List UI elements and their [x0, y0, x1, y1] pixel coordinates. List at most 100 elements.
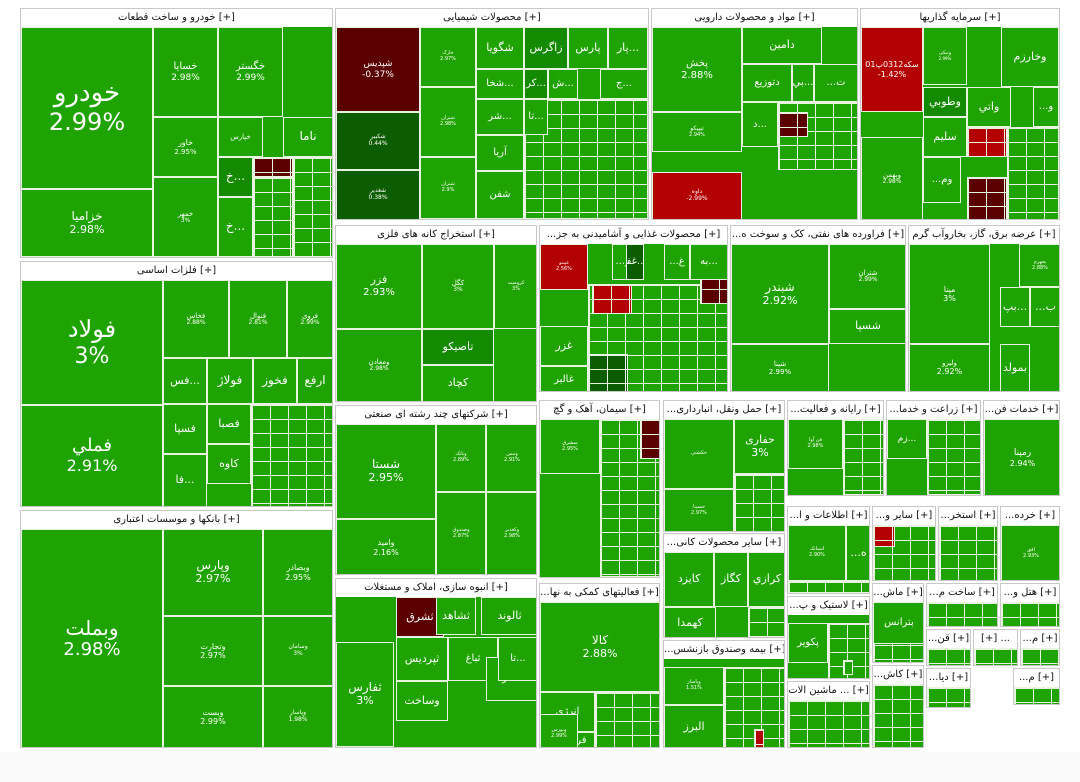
sector-5[interactable]: سرمایه گذاریها [+] سکه0312پ01 -1.42% وطوبي و… — [860, 8, 1060, 220]
sector-title[interactable]: ...دیا [+] — [927, 669, 970, 688]
stock-tile[interactable]: فولاژ — [207, 358, 253, 404]
sector-title[interactable]: محصولات شیمیایی [+] — [336, 9, 648, 28]
stock-tile[interactable]: تاصيكو — [422, 329, 494, 365]
stock-tile[interactable]: کچاد — [422, 365, 494, 401]
stock-tile[interactable] — [927, 687, 970, 707]
sector-7[interactable]: ...محصولات غذایی و آشامیدنی به جز [+] غپی… — [539, 225, 728, 392]
stock-tile[interactable]: وپارس 2.97% — [163, 529, 263, 616]
stock-tile[interactable]: کاوه — [207, 444, 251, 484]
stock-tile[interactable]: تا... — [498, 637, 536, 681]
stock-tile[interactable]: بجهرم 2.88% — [1019, 244, 1059, 287]
stock-tile[interactable] — [873, 525, 935, 580]
stock-tile[interactable]: حسینا 2.97% — [664, 489, 734, 531]
stock-tile[interactable] — [927, 648, 970, 665]
stock-tile[interactable]: كگاز — [714, 552, 748, 607]
stock-tile[interactable]: وامید 2.16% — [336, 519, 436, 574]
sector-17[interactable]: ...فعالیتهای کمکی به نها [+] کالا 2.88% انر… — [539, 583, 660, 748]
stock-tile[interactable]: شغدیر 0.38% — [336, 170, 420, 219]
stock-tile[interactable]: بترانس — [873, 602, 923, 644]
stock-tile[interactable]: شبندر 2.92% — [731, 244, 829, 344]
sector-title[interactable]: ...فراورده های نفتی، کک و سوخت ه [+] — [731, 226, 905, 245]
sector-title[interactable]: ماشین الات ... [+] — [788, 682, 869, 701]
sector-title[interactable]: عرضه برق، گاز، بخاروآب گرم [+] — [909, 226, 1059, 245]
sector-24[interactable]: ...لاستیک و پ [+] پکوير — [787, 596, 870, 679]
sector-title[interactable]: سرمایه گذاریها [+] — [861, 9, 1059, 28]
stock-tile[interactable]: غزر — [540, 326, 588, 366]
stock-tile[interactable]: مپنا 3% — [909, 244, 990, 344]
stock-tile[interactable]: غپینو 2.56% — [540, 244, 588, 290]
stock-tile[interactable]: ...و — [1033, 87, 1059, 127]
stock-tile[interactable]: بي... — [792, 64, 814, 102]
stock-tile[interactable]: خودرو 2.99% — [21, 27, 153, 189]
stock-tile[interactable]: شپنا 2.99% — [731, 344, 829, 391]
stock-tile[interactable]: وتجارت 2.97% — [163, 616, 263, 686]
sector-11[interactable]: سیمان، آهک و گچ [+] سشرق 2.95% — [539, 400, 660, 578]
stock-tile[interactable]: بمولد — [1000, 344, 1030, 391]
stock-tile[interactable]: فخوز — [253, 358, 297, 404]
stock-tile[interactable] — [251, 404, 332, 506]
sector-title[interactable]: ...قن [+] — [927, 630, 970, 649]
sector-title[interactable]: ...فعالیتهای کمکی به نها [+] — [540, 584, 659, 603]
stock-tile[interactable] — [1001, 602, 1059, 626]
stock-tile[interactable]: فروی 2.99% — [287, 280, 332, 358]
sector-18[interactable]: ...سایر محصولات کانی [+] کايزد كگاز کرازي که… — [663, 533, 785, 638]
stock-tile[interactable] — [788, 581, 869, 593]
stock-tile[interactable]: وبانک 2.89% — [436, 424, 486, 492]
stock-tile[interactable]: خپارس — [218, 117, 263, 157]
stock-tile[interactable]: سکه0312پ01 -1.42% — [861, 27, 923, 112]
sector-13[interactable]: ...رایانه و فعالیت [+] فن آوا 2.98% — [787, 400, 884, 496]
stock-tile[interactable] — [640, 419, 659, 459]
stock-tile[interactable]: شفن — [476, 171, 524, 219]
sector-title[interactable]: ...محصولات غذایی و آشامیدنی به جز [+] — [540, 226, 727, 245]
stock-tile[interactable] — [873, 525, 895, 547]
stock-tile[interactable]: به... — [690, 244, 727, 280]
stock-tile[interactable] — [967, 177, 1007, 219]
sector-10[interactable]: شرکتهای چند رشته ای صنعتی [+] شستا 2.95% وا… — [335, 405, 537, 575]
stock-tile[interactable]: وساخت — [396, 681, 448, 721]
stock-tile[interactable]: فن آوا 2.98% — [788, 419, 843, 469]
stock-tile[interactable]: تا... — [524, 99, 548, 135]
stock-tile[interactable]: وخارزم — [1001, 27, 1059, 87]
stock-tile[interactable]: کايزد — [664, 552, 714, 607]
stock-tile[interactable] — [592, 284, 632, 314]
stock-tile[interactable]: سليم — [923, 117, 967, 157]
stock-tile[interactable]: فا... — [163, 454, 207, 506]
stock-tile[interactable] — [588, 354, 628, 391]
sector-27[interactable]: ...هتل و [+] — [1000, 583, 1060, 627]
stock-tile[interactable]: فسپا — [163, 404, 207, 454]
stock-tile[interactable]: ارفع — [297, 358, 332, 404]
stock-tile[interactable]: پار... — [608, 27, 648, 69]
stock-tile[interactable] — [843, 660, 853, 675]
stock-tile[interactable]: خ... — [218, 197, 253, 257]
sector-title[interactable]: ...استخر [+] — [939, 507, 997, 526]
sector-25[interactable]: ...ماش [+] بترانس — [872, 583, 924, 663]
sector-title[interactable]: شرکتهای چند رشته ای صنعتی [+] — [336, 406, 536, 425]
stock-tile[interactable]: واتي — [967, 87, 1011, 127]
stock-tile[interactable]: شپدیس -0.37% — [336, 27, 420, 112]
stock-tile[interactable]: تیپیکو 2.94% — [652, 112, 742, 152]
stock-tile[interactable]: ومس 2.91% — [486, 424, 536, 492]
stock-tile[interactable]: وسامان 3% — [263, 616, 332, 686]
stock-tile[interactable]: زاگرس — [524, 27, 568, 69]
stock-tile[interactable]: فزر 2.93% — [336, 244, 422, 329]
stock-tile[interactable]: کهمدا — [664, 607, 716, 637]
stock-tile[interactable]: آریا — [476, 135, 524, 171]
stock-tile[interactable]: د... — [742, 102, 778, 147]
sector-21[interactable]: ...سایر و [+] — [872, 506, 936, 581]
stock-tile[interactable]: ...وم — [923, 157, 961, 203]
stock-tile[interactable] — [595, 692, 659, 747]
sector-4[interactable]: مواد و محصولات دارویی [+] پخش 2.88% تیپیکو 2… — [651, 8, 858, 220]
stock-tile[interactable]: کرازي — [748, 552, 784, 607]
stock-tile[interactable]: خزامیا 2.98% — [21, 189, 153, 257]
stock-tile[interactable]: حكشتي — [664, 419, 734, 489]
stock-tile[interactable]: ثشاهد — [436, 597, 476, 635]
stock-tile[interactable] — [927, 602, 997, 626]
stock-tile[interactable]: شتران 2.9% — [420, 157, 476, 219]
stock-tile[interactable]: کروميت 3% — [494, 244, 536, 329]
sector-22[interactable]: ...استخر [+] — [938, 506, 998, 581]
stock-tile[interactable]: ...ت — [814, 64, 857, 102]
sector-title[interactable]: استخراج کانه های فلزی [+] — [336, 226, 536, 245]
stock-tile[interactable]: بپ... — [1000, 287, 1030, 327]
stock-tile[interactable]: دامین — [742, 27, 822, 64]
stock-tile[interactable]: وطوبي — [923, 87, 967, 117]
